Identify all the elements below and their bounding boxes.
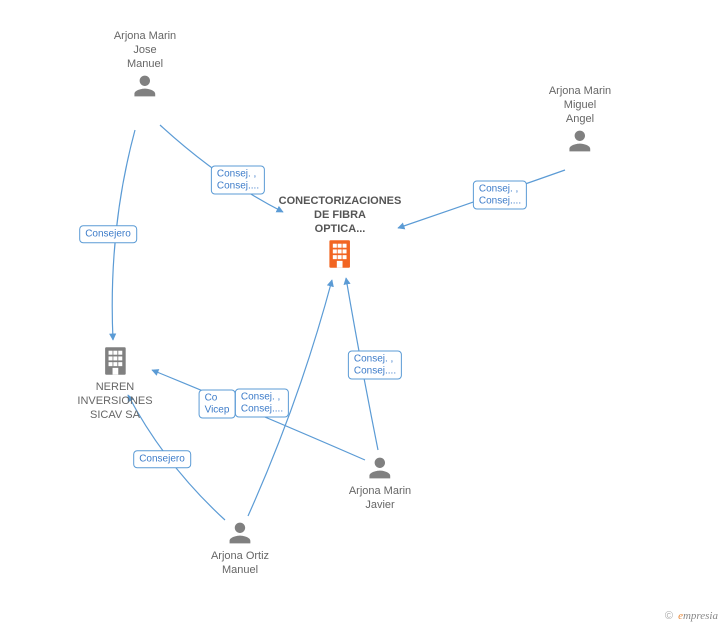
building-icon [326, 238, 354, 270]
brand-rest: mpresia [683, 610, 718, 622]
node-label: Arjona Marin Jose Manuel [114, 30, 176, 71]
node-miguel[interactable]: Arjona Marin Miguel Angel [549, 85, 611, 154]
person-icon [227, 520, 253, 546]
edge-label-jose-conectorizaciones[interactable]: Consej. , Consej.... [211, 166, 265, 195]
edge-label-jose-neren[interactable]: Consejero [79, 225, 137, 243]
node-label: NEREN INVERSIONES SICAV SA [77, 381, 152, 422]
node-conectorizaciones[interactable]: CONECTORIZACIONES DE FIBRA OPTICA... [279, 195, 402, 270]
edge-label-ortiz-conectorizaciones[interactable]: Co Vicep [199, 390, 236, 419]
node-neren[interactable]: NEREN INVERSIONES SICAV SA [77, 345, 152, 422]
person-icon [567, 128, 593, 154]
person-icon [367, 455, 393, 481]
building-icon [101, 345, 129, 377]
edges-layer [0, 0, 728, 630]
node-javier[interactable]: Arjona Marin Javier [349, 455, 411, 513]
edge-label-miguel-conectorizaciones[interactable]: Consej. , Consej.... [473, 181, 527, 210]
node-label: CONECTORIZACIONES DE FIBRA OPTICA... [279, 195, 402, 236]
edge-label-javier-conectorizaciones[interactable]: Consej. , Consej.... [348, 351, 402, 380]
diagram-canvas: Arjona Marin Jose Manuel Arjona Marin Mig… [0, 0, 728, 630]
edge-label-ortiz-neren[interactable]: Consejero [133, 450, 191, 468]
node-label: Arjona Marin Javier [349, 485, 411, 513]
node-ortiz[interactable]: Arjona Ortiz Manuel [211, 520, 269, 578]
copyright: © empresia [665, 610, 718, 622]
node-jose[interactable]: Arjona Marin Jose Manuel [114, 30, 176, 99]
copyright-symbol: © [665, 610, 673, 622]
node-label: Arjona Marin Miguel Angel [549, 85, 611, 126]
edge-label-javier-neren[interactable]: Consej. , Consej.... [235, 389, 289, 418]
node-label: Arjona Ortiz Manuel [211, 550, 269, 578]
person-icon [132, 73, 158, 99]
